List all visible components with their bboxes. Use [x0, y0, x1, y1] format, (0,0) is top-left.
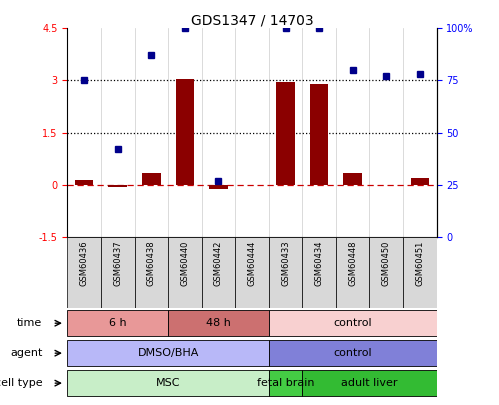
Bar [67, 370, 269, 396]
Text: 48 h: 48 h [206, 318, 231, 328]
Text: GSM60433: GSM60433 [281, 241, 290, 286]
Bar [202, 237, 235, 308]
Bar [269, 370, 302, 396]
Text: control: control [333, 318, 372, 328]
Bar [142, 173, 161, 185]
Bar [67, 237, 101, 308]
Text: MSC: MSC [156, 377, 180, 388]
Text: time: time [17, 318, 42, 328]
Text: GSM60444: GSM60444 [248, 241, 256, 286]
Text: GSM60437: GSM60437 [113, 241, 122, 286]
Bar [176, 79, 194, 185]
Bar [75, 179, 93, 185]
Text: GSM60434: GSM60434 [315, 241, 324, 286]
Text: fetal brain: fetal brain [257, 377, 314, 388]
Bar [168, 310, 269, 336]
Text: 6 h: 6 h [109, 318, 127, 328]
Title: GDS1347 / 14703: GDS1347 / 14703 [191, 13, 313, 27]
Bar [343, 173, 362, 185]
Text: control: control [333, 347, 372, 358]
Bar [411, 178, 429, 185]
Bar [209, 185, 228, 189]
Bar [310, 84, 328, 185]
Text: GSM60448: GSM60448 [348, 241, 357, 286]
Text: cell type: cell type [0, 378, 42, 388]
Text: GSM60450: GSM60450 [382, 241, 391, 286]
Text: GSM60436: GSM60436 [80, 241, 89, 286]
Bar [269, 310, 437, 336]
Bar [135, 237, 168, 308]
Bar [302, 370, 437, 396]
Bar [108, 185, 127, 187]
Text: DMSO/BHA: DMSO/BHA [137, 347, 199, 358]
Bar [336, 237, 369, 308]
Text: GSM60451: GSM60451 [415, 241, 424, 286]
Bar [369, 237, 403, 308]
Bar [302, 237, 336, 308]
Bar [168, 237, 202, 308]
Text: GSM60438: GSM60438 [147, 241, 156, 286]
Text: agent: agent [10, 348, 42, 358]
Bar [269, 340, 437, 366]
Text: adult liver: adult liver [341, 377, 398, 388]
Bar [269, 237, 302, 308]
Bar [101, 237, 135, 308]
Bar [67, 340, 269, 366]
Bar [67, 310, 168, 336]
Text: GSM60440: GSM60440 [180, 241, 189, 286]
Bar [235, 237, 269, 308]
Bar [276, 82, 295, 185]
Text: GSM60442: GSM60442 [214, 241, 223, 286]
Bar [403, 237, 437, 308]
